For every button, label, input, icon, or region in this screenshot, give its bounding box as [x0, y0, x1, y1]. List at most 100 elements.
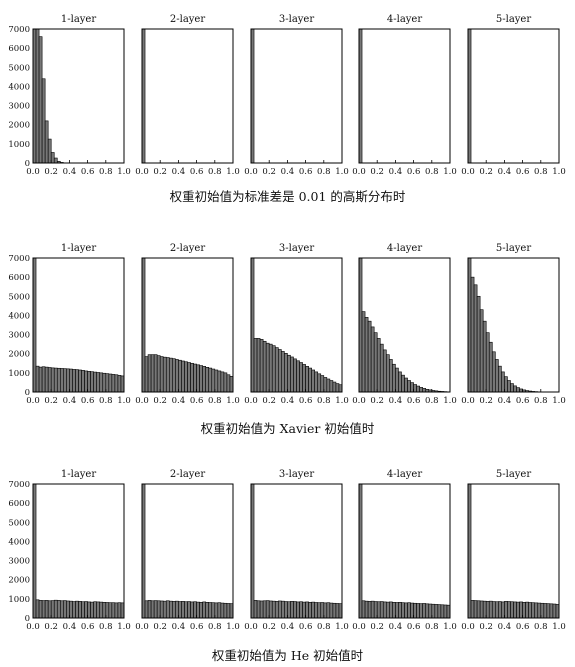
- x-tick-label: 0.0: [135, 167, 149, 177]
- x-tick-label: 0.2: [370, 167, 384, 177]
- x-tick-label: 0.6: [407, 167, 421, 177]
- chart-row-2: 0 1000 2000 3000 4000 5000 6000 7000 1-layer 0.0 0…: [8, 243, 565, 406]
- y-tick-label: 3000: [8, 331, 30, 341]
- histogram-bar: [525, 601, 529, 619]
- histogram-bar: [196, 364, 200, 393]
- histogram-bar: [96, 601, 101, 619]
- x-tick-label: 0.4: [281, 396, 295, 406]
- y-tick-label: 5000: [8, 518, 30, 528]
- histogram-bar: [332, 381, 337, 393]
- y-tick-label: 7000: [8, 254, 30, 264]
- histogram-bar: [277, 349, 282, 393]
- histogram-bar: [172, 358, 176, 393]
- histogram-bar: [38, 366, 43, 393]
- x-tick-label: 0.6: [299, 396, 313, 406]
- histogram-bar: [169, 357, 173, 393]
- histogram-bar: [389, 601, 393, 619]
- x-tick-label: 0.2: [153, 396, 167, 406]
- x-tick-label: 0.6: [516, 167, 530, 177]
- x-tick-label: 0.2: [262, 396, 276, 406]
- histogram-bar: [44, 120, 49, 164]
- x-tick-label: 0.4: [172, 622, 186, 632]
- histogram-bar: [165, 600, 170, 619]
- histogram-bar: [326, 378, 331, 393]
- x-tick-label: 0.2: [479, 396, 493, 406]
- x-tick-label: 0.6: [516, 396, 530, 406]
- histogram-bar: [491, 351, 496, 393]
- x-tick-label: 0.4: [63, 396, 77, 406]
- histogram-bar: [274, 347, 279, 393]
- histogram-bar: [50, 367, 55, 393]
- x-tick-label: 1.0: [117, 622, 131, 632]
- histogram-bar: [395, 602, 399, 619]
- histogram-bar: [317, 602, 322, 619]
- histogram-bar: [153, 600, 158, 619]
- histogram-bar: [395, 367, 399, 393]
- x-tick-label: 0.6: [516, 622, 530, 632]
- histogram-bar: [111, 374, 116, 393]
- row-3-caption: 权重初始值为 He 初始值时: [211, 648, 364, 663]
- histogram-bar: [108, 602, 113, 619]
- x-tick-label: 0.4: [389, 396, 403, 406]
- histogram-bar: [437, 604, 442, 619]
- histogram-bar: [404, 377, 408, 393]
- histogram-bar: [93, 371, 97, 393]
- panel-2-2-layer: 2-layer 0.0 0.2 0.4 0.6 0.8 1.0: [135, 243, 240, 406]
- y-tick-label: 3000: [8, 557, 30, 567]
- x-tick-label: 0.2: [370, 396, 384, 406]
- y-tick-label: 7000: [8, 25, 30, 35]
- histogram-bar: [413, 384, 417, 393]
- histogram-bar: [507, 601, 511, 619]
- histogram-bar: [410, 382, 414, 393]
- histogram-bar: [504, 376, 508, 393]
- histogram-bar: [290, 356, 294, 393]
- histogram-bar: [87, 371, 91, 393]
- panel-3-4-layer: 4-layer 0.0 0.2 0.4 0.6 0.8 1.0: [352, 469, 457, 632]
- histogram-bar: [367, 320, 372, 393]
- x-tick-label: 0.4: [389, 167, 403, 177]
- histogram-bar: [105, 373, 110, 393]
- x-tick-label: 0.0: [26, 167, 40, 177]
- histogram-bar: [265, 600, 270, 619]
- histogram-bar: [305, 601, 309, 619]
- y-tick-label: 1000: [8, 140, 30, 150]
- histogram-bar: [211, 368, 216, 393]
- x-tick-label: 0.4: [281, 167, 295, 177]
- x-tick-label: 0.8: [317, 622, 331, 632]
- x-tick-label: 0.6: [81, 622, 95, 632]
- histogram-bar: [87, 601, 91, 619]
- histogram-bar: [413, 602, 417, 619]
- x-tick-label: 0.4: [498, 622, 512, 632]
- histogram-bar: [335, 603, 340, 619]
- histogram-bar: [501, 371, 505, 393]
- x-tick-label: 0.4: [498, 396, 512, 406]
- histogram-bar: [181, 601, 185, 619]
- histogram-bar: [72, 601, 76, 619]
- histogram-bar: [214, 369, 219, 393]
- histogram-bar: [293, 601, 297, 619]
- x-tick-label: 0.4: [63, 622, 77, 632]
- panel-2-3-layer: 3-layer 0.0 0.2 0.4 0.6 0.8 1.0: [244, 243, 349, 406]
- histogram-bar: [431, 603, 436, 619]
- histogram-bar: [531, 602, 536, 619]
- x-tick-label: 0.2: [479, 622, 493, 632]
- histogram-bar: [376, 338, 381, 393]
- histogram-bar: [256, 600, 261, 619]
- x-tick-label: 0.0: [26, 396, 40, 406]
- histogram-bar: [290, 601, 294, 619]
- histogram-bar: [373, 601, 378, 619]
- histogram-bar: [205, 367, 210, 393]
- x-tick-label: 0.0: [461, 622, 475, 632]
- histogram-bar: [419, 603, 423, 619]
- histogram-bar: [287, 354, 291, 393]
- x-tick-label: 0.2: [262, 167, 276, 177]
- histogram-bar: [392, 602, 396, 619]
- histogram-bar: [473, 284, 478, 393]
- histogram-bar: [159, 356, 164, 393]
- histogram-bar: [44, 600, 49, 619]
- histogram-bar: [268, 343, 273, 393]
- histogram-bar: [320, 602, 325, 619]
- histogram-bar: [516, 601, 520, 619]
- panel-2-1-layer: 1-layer 0.0 0.2 0.4 0.6 0.8 1.0: [26, 243, 131, 406]
- histogram-bar: [159, 600, 164, 619]
